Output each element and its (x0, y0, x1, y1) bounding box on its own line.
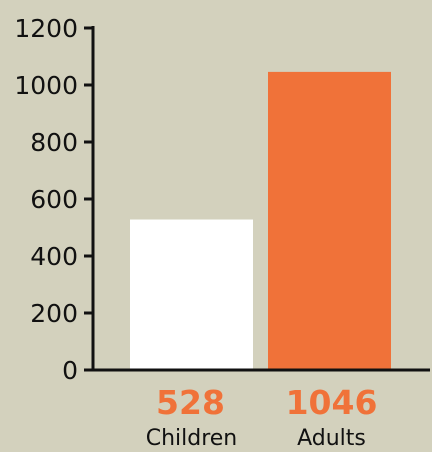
y-tick-label-1000: 1000 (14, 71, 78, 100)
category-label-adults: Adults (297, 426, 366, 451)
y-tick-label-600: 600 (30, 185, 78, 214)
value-label-children: 528 (156, 383, 225, 422)
value-label-adults: 1046 (286, 383, 378, 422)
category-label-children: Children (146, 426, 238, 451)
bar-children (130, 219, 253, 370)
y-tick-label-200: 200 (30, 299, 78, 328)
y-tick-label-0: 0 (62, 356, 78, 385)
y-tick-label-1200: 1200 (14, 14, 78, 43)
y-tick-label-800: 800 (30, 128, 78, 157)
y-tick-label-400: 400 (30, 242, 78, 271)
bar-adults (268, 71, 391, 370)
